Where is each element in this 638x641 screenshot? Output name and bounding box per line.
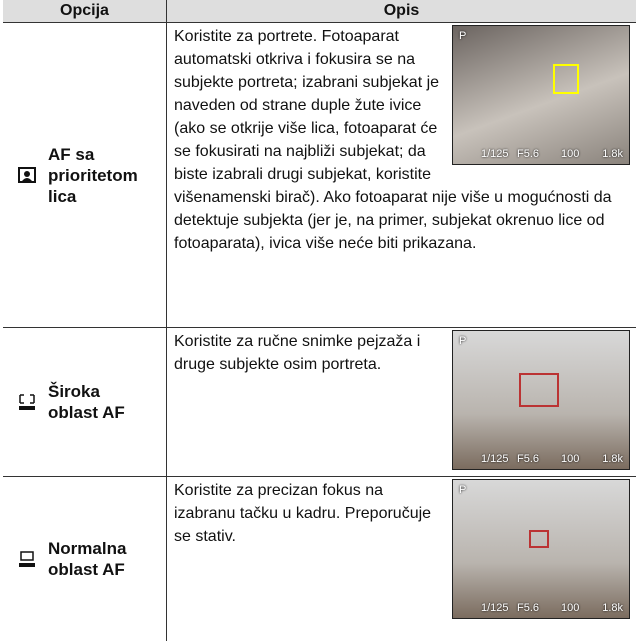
overlay-mode: P [459, 335, 466, 347]
overlay-remaining: 1.8k [602, 602, 623, 614]
overlay-aperture: F5.6 [517, 602, 539, 614]
wide-icon [16, 393, 38, 411]
af-point [529, 530, 549, 548]
face-icon [16, 166, 38, 184]
overlay-shutter: 1/125 [481, 148, 509, 160]
overlay-remaining: 1.8k [602, 453, 623, 465]
af-frame [519, 373, 559, 407]
face-frame [553, 64, 579, 94]
overlay-iso: 100 [561, 148, 579, 160]
overlay-remaining: 1.8k [602, 148, 623, 160]
overlay-aperture: F5.6 [517, 453, 539, 465]
overlay-mode: P [459, 484, 466, 496]
overlay-shutter: 1/125 [481, 602, 509, 614]
overlay-mode: P [459, 30, 466, 42]
overlay-shutter: 1/125 [481, 453, 509, 465]
row: AF sa prioritetom lica P 1/125 F5.6 100 … [3, 23, 636, 328]
option-cell: Široka oblast AF [3, 328, 167, 477]
option-label: Normalna oblast AF [48, 538, 148, 580]
screen-image: P 1/125 F5.6 100 1.8k [452, 25, 630, 165]
screen-image: P 1/125 F5.6 100 1.8k [452, 330, 630, 470]
overlay-iso: 100 [561, 602, 579, 614]
row: Normalna oblast AF P 1/125 F5.6 100 1.8k… [3, 477, 636, 641]
description-cell: P 1/125 F5.6 100 1.8k Koristite za preci… [167, 477, 637, 641]
description: Koristite za ručne snimke pejzaža i drug… [174, 333, 420, 373]
page: {"header":{"option":"Opcija","descriptio… [0, 0, 638, 625]
description-cell: P 1/125 F5.6 100 1.8k Koristite za ručne… [167, 328, 637, 477]
header-description: Opis [167, 0, 637, 23]
description: Koristite za precizan fokus na izabranu … [174, 482, 431, 545]
overlay-iso: 100 [561, 453, 579, 465]
option-cell: AF sa prioritetom lica [3, 23, 167, 328]
header-option: Opcija [3, 0, 167, 23]
description-cell: P 1/125 F5.6 100 1.8k Koristite za portr… [167, 23, 637, 328]
option-label: Široka oblast AF [48, 381, 148, 423]
normal-icon [16, 550, 38, 568]
row: Široka oblast AF P 1/125 F5.6 100 1.8k K… [3, 328, 636, 477]
option-cell: Normalna oblast AF [3, 477, 167, 641]
header-row: Opcija Opis [3, 0, 636, 23]
screen-image: P 1/125 F5.6 100 1.8k [452, 479, 630, 619]
options-table: Opcija Opis AF sa prioritetom lica P 1/1… [3, 0, 636, 641]
option-label: AF sa prioritetom lica [48, 144, 148, 207]
overlay-aperture: F5.6 [517, 148, 539, 160]
